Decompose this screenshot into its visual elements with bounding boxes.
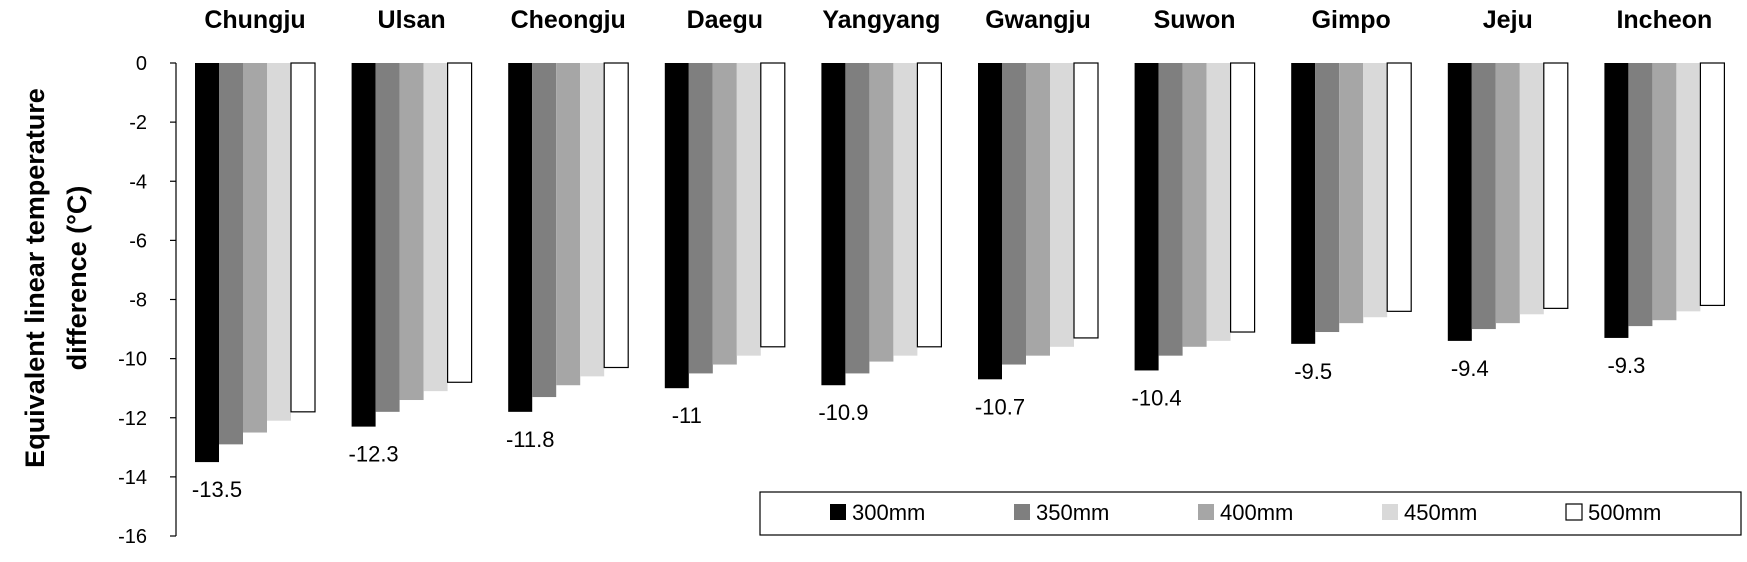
bar-daegu-400mm xyxy=(712,63,737,365)
bar-yangyang-500mm xyxy=(916,62,943,348)
data-label-ulsan: -12.3 xyxy=(349,442,399,467)
bar-chungju-300mm xyxy=(195,63,219,463)
bar-cheongju-500mm xyxy=(603,62,629,369)
bar-suwon-300mm xyxy=(1134,63,1159,371)
bar-gimpo-450mm xyxy=(1363,63,1388,318)
bar-gimpo-400mm xyxy=(1339,63,1364,324)
data-labels: -13.5 -12.3 -11.8 -11 -10.9 -10.7 -10.4 -9.5 -9.… xyxy=(192,353,1645,502)
bar-jeju-300mm xyxy=(1447,63,1472,341)
bar-suwon-350mm xyxy=(1158,63,1183,356)
bar-ulsan-300mm xyxy=(351,63,376,427)
category-label-suwon: Suwon xyxy=(1154,6,1236,34)
bar-chungju-400mm xyxy=(243,63,267,433)
bar-gwangju-450mm xyxy=(1050,63,1074,347)
category-label-cheongju: Cheongju xyxy=(511,6,626,34)
y-tick-label: -16 xyxy=(118,526,147,548)
bar-chungju-500mm xyxy=(290,62,316,413)
y-tick-label: -10 xyxy=(118,349,147,371)
bar-cheongju-300mm xyxy=(508,63,533,412)
legend-swatch-500mm xyxy=(1565,503,1583,521)
bar-gimpo-350mm xyxy=(1315,63,1340,333)
y-tick-label: -6 xyxy=(129,230,147,252)
bar-daegu-450mm xyxy=(736,63,761,356)
y-tick-label: -8 xyxy=(129,290,147,312)
category-label-gimpo: Gimpo xyxy=(1312,6,1391,34)
bar-ulsan-450mm xyxy=(423,63,448,392)
bar-yangyang-400mm xyxy=(869,63,894,362)
data-label-cheongju: -11.8 xyxy=(506,427,555,452)
y-tick-label: 0 xyxy=(136,53,147,75)
legend-label-300mm: 300mm xyxy=(852,500,925,525)
bar-ulsan-400mm xyxy=(399,63,424,401)
bar-yangyang-450mm xyxy=(893,63,918,356)
data-label-daegu: -11 xyxy=(672,403,702,428)
bar-cheongju-450mm xyxy=(580,63,605,377)
bar-incheon-450mm xyxy=(1676,63,1701,312)
y-tick-label: -12 xyxy=(118,408,147,430)
bar-chungju-350mm xyxy=(219,63,243,445)
bar-jeju-450mm xyxy=(1519,63,1544,315)
category-labels: Chungju Ulsan Cheongju Daegu Yangyang Gwangju… xyxy=(204,6,1712,34)
bar-suwon-450mm xyxy=(1206,63,1231,341)
bar-jeju-400mm xyxy=(1495,63,1520,324)
y-axis: 0 -2 -4 -6 -8 -10 -12 -14 -16 xyxy=(118,53,177,548)
bar-chungju-450mm xyxy=(267,63,291,421)
data-label-suwon: -10.4 xyxy=(1132,385,1182,410)
y-tick-label: -14 xyxy=(118,467,147,489)
legend-label-500mm: 500mm xyxy=(1588,500,1661,525)
bar-jeju-350mm xyxy=(1471,63,1496,330)
legend-swatch-300mm xyxy=(830,504,846,520)
bar-ulsan-350mm xyxy=(375,63,400,412)
bar-suwon-400mm xyxy=(1182,63,1207,347)
bar-incheon-500mm xyxy=(1699,62,1726,307)
bar-gwangju-350mm xyxy=(1002,63,1026,365)
bars xyxy=(195,62,1726,463)
legend-swatch-450mm xyxy=(1382,504,1398,520)
bar-yangyang-300mm xyxy=(821,63,846,386)
bar-gimpo-300mm xyxy=(1291,63,1316,344)
bar-daegu-300mm xyxy=(664,63,689,389)
data-label-jeju: -9.4 xyxy=(1451,356,1489,381)
category-label-incheon: Incheon xyxy=(1616,6,1712,34)
legend-swatch-400mm xyxy=(1198,504,1214,520)
legend: 300mm 350mm 400mm 450mm 500mm xyxy=(759,491,1742,536)
bar-cheongju-350mm xyxy=(532,63,557,398)
bar-jeju-500mm xyxy=(1543,62,1569,309)
y-axis-label-line2: difference (°C) xyxy=(62,186,92,371)
y-tick-label: -4 xyxy=(129,171,147,193)
y-tick-label: -2 xyxy=(129,112,147,134)
bar-suwon-500mm xyxy=(1229,62,1256,333)
category-label-jeju: Jeju xyxy=(1483,6,1533,34)
bar-incheon-300mm xyxy=(1604,63,1629,338)
data-label-yangyang: -10.9 xyxy=(818,400,868,425)
bar-gimpo-500mm xyxy=(1386,62,1412,312)
bar-cheongju-400mm xyxy=(556,63,581,386)
legend-swatch-350mm xyxy=(1014,504,1030,520)
category-label-yangyang: Yangyang xyxy=(822,6,940,34)
bar-gwangju-500mm xyxy=(1073,62,1099,339)
legend-label-400mm: 400mm xyxy=(1220,500,1293,525)
y-axis-label: Equivalent linear temperature difference… xyxy=(20,88,92,468)
data-label-incheon: -9.3 xyxy=(1607,353,1645,378)
bar-gwangju-400mm xyxy=(1026,63,1050,356)
bar-daegu-500mm xyxy=(760,62,786,348)
category-label-gwangju: Gwangju xyxy=(985,6,1091,34)
category-label-ulsan: Ulsan xyxy=(378,6,446,34)
category-label-chungju: Chungju xyxy=(204,6,305,34)
data-label-gimpo: -9.5 xyxy=(1294,359,1332,384)
bar-daegu-350mm xyxy=(688,63,713,374)
bar-gwangju-300mm xyxy=(978,63,1002,380)
data-label-gwangju: -10.7 xyxy=(975,394,1025,419)
legend-label-350mm: 350mm xyxy=(1036,500,1109,525)
bar-yangyang-350mm xyxy=(845,63,870,374)
data-label-chungju: -13.5 xyxy=(192,477,242,502)
bar-ulsan-500mm xyxy=(447,62,473,383)
legend-label-450mm: 450mm xyxy=(1404,500,1477,525)
y-axis-label-line1: Equivalent linear temperature xyxy=(20,88,50,468)
category-label-daegu: Daegu xyxy=(687,6,763,34)
bar-incheon-350mm xyxy=(1628,63,1653,327)
bar-incheon-400mm xyxy=(1652,63,1677,321)
